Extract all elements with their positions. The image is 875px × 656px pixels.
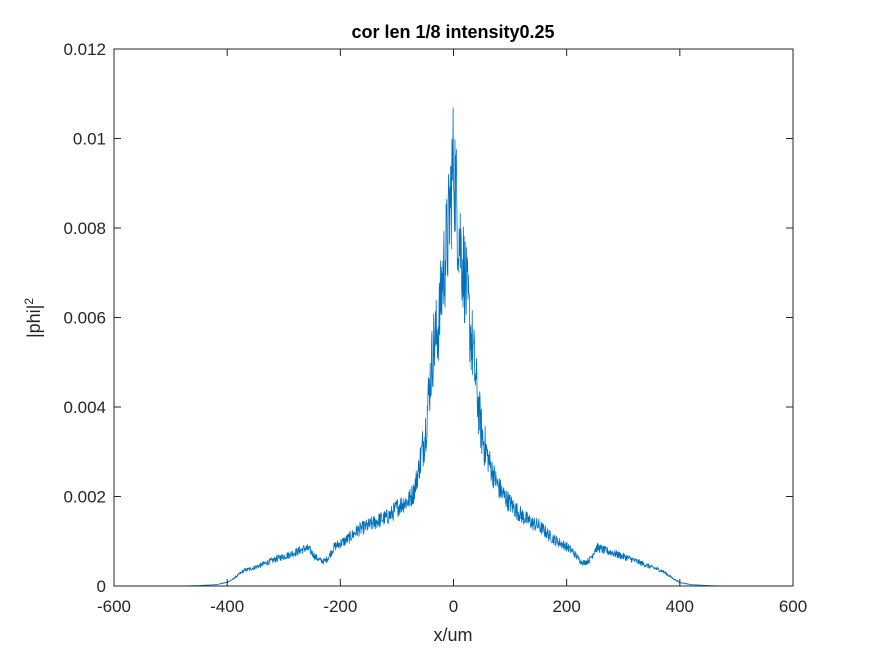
y-axis-label-base: |phi| (24, 305, 44, 338)
y-axis-label: |phi|2 (22, 298, 44, 338)
y-axis-label-superscript: 2 (22, 298, 36, 305)
x-tick-label: 200 (552, 597, 580, 616)
x-tick-label: -600 (97, 597, 131, 616)
x-tick-label: -400 (210, 597, 244, 616)
y-tick-label: 0 (97, 577, 106, 596)
series-line (163, 107, 744, 587)
x-axis-label: x/um (433, 625, 472, 645)
x-tick-label: 600 (779, 597, 807, 616)
y-tick-label: 0.008 (63, 219, 106, 238)
chart-title: cor len 1/8 intensity0.25 (351, 22, 554, 42)
y-tick-label: 0.012 (63, 40, 106, 59)
y-tick-label: 0.004 (63, 398, 106, 417)
tick-labels-layer: -600 -400 -200 0 200 400 600 0 0.002 0.004 0.006 0.… (63, 40, 807, 616)
y-tick-label: 0.002 (63, 488, 106, 507)
y-tick-label: 0.01 (73, 130, 106, 149)
x-tick-label: 400 (666, 597, 694, 616)
plot-box (113, 48, 794, 587)
series-layer (163, 107, 744, 587)
x-tick-label: 0 (449, 597, 458, 616)
x-tick-label: -200 (323, 597, 357, 616)
y-tick-label: 0.006 (63, 309, 106, 328)
